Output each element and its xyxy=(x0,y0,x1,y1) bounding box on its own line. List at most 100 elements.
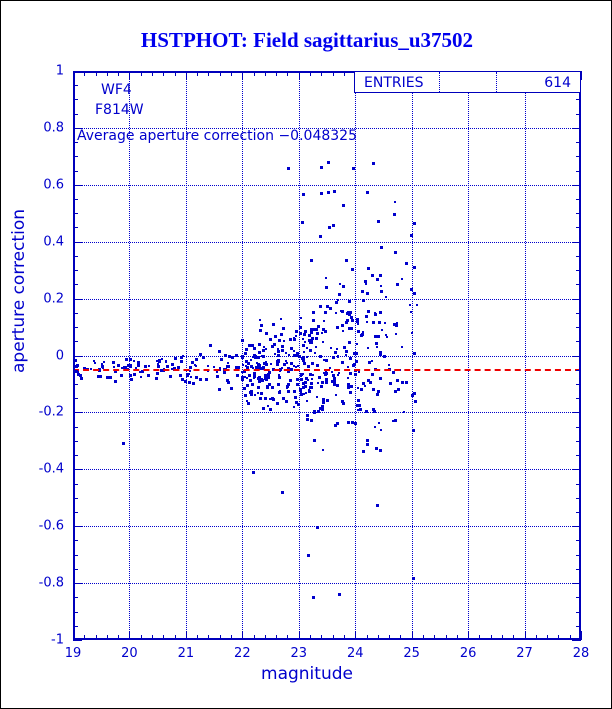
scatter-point xyxy=(415,304,418,307)
scatter-point xyxy=(246,377,249,380)
axis-tick xyxy=(576,255,581,257)
scatter-point xyxy=(322,398,326,402)
scatter-point xyxy=(312,438,316,442)
scatter-point xyxy=(256,361,259,364)
scatter-point xyxy=(315,336,319,340)
scatter-point xyxy=(113,380,117,383)
axis-tick xyxy=(310,71,312,76)
scatter-point xyxy=(165,360,168,363)
axis-tick xyxy=(140,71,142,76)
scatter-point xyxy=(394,390,398,394)
scatter-point xyxy=(134,367,137,370)
scatter-point xyxy=(411,394,415,398)
scatter-point xyxy=(301,344,305,348)
axis-tick xyxy=(576,611,581,613)
axis-tick xyxy=(73,568,78,570)
scatter-point xyxy=(302,362,306,366)
scatter-point xyxy=(129,364,132,367)
scatter-point xyxy=(341,309,345,313)
scatter-point xyxy=(292,389,296,393)
scatter-point xyxy=(263,346,266,349)
scatter-point xyxy=(400,345,403,348)
scatter-point xyxy=(346,366,349,369)
axis-tick xyxy=(576,99,581,101)
y-tick-label: 0.2 xyxy=(43,291,64,307)
axis-tick xyxy=(576,440,581,442)
axis-tick xyxy=(576,170,581,172)
scatter-point xyxy=(263,373,267,377)
entries-box-divider-2 xyxy=(496,72,497,92)
scatter-point xyxy=(93,359,96,362)
chip-label: WF4 xyxy=(101,82,132,98)
scatter-point xyxy=(317,381,320,384)
entries-box-divider-1 xyxy=(439,72,440,92)
scatter-point xyxy=(324,358,328,362)
gridline-horizontal xyxy=(73,412,581,414)
scatter-point xyxy=(387,364,390,367)
scatter-point xyxy=(346,386,350,390)
scatter-point xyxy=(301,357,304,361)
scatter-point xyxy=(285,351,288,354)
scatter-point xyxy=(376,393,380,397)
scatter-point xyxy=(93,361,96,364)
scatter-point xyxy=(179,356,183,360)
scatter-point xyxy=(413,392,417,396)
scatter-point xyxy=(295,383,299,387)
scatter-point xyxy=(319,166,323,170)
scatter-point xyxy=(307,339,311,343)
axis-tick xyxy=(576,540,581,542)
scatter-point xyxy=(355,343,358,346)
axis-tick xyxy=(73,455,78,457)
axis-tick xyxy=(73,398,78,400)
scatter-point xyxy=(305,399,308,402)
scatter-point xyxy=(169,374,173,378)
axis-tick xyxy=(422,635,424,640)
scatter-point xyxy=(312,327,316,331)
scatter-point xyxy=(336,347,339,350)
scatter-point xyxy=(257,355,261,359)
scatter-point xyxy=(146,373,150,377)
scatter-point xyxy=(141,370,145,374)
scatter-point xyxy=(293,395,297,399)
axis-tick xyxy=(569,635,571,640)
scatter-point xyxy=(147,365,150,368)
scatter-point xyxy=(114,369,118,373)
scatter-point xyxy=(185,373,189,377)
scatter-point xyxy=(326,399,330,403)
axis-tick xyxy=(576,270,581,272)
scatter-point xyxy=(337,374,340,377)
scatter-point xyxy=(301,337,304,340)
scatter-point xyxy=(331,370,334,373)
scatter-point xyxy=(382,354,386,358)
scatter-point xyxy=(156,372,160,376)
scatter-point xyxy=(277,350,280,354)
scatter-point xyxy=(343,346,347,350)
scatter-point xyxy=(409,287,413,291)
scatter-point xyxy=(286,362,288,365)
scatter-point xyxy=(305,355,308,358)
axis-tick xyxy=(576,398,581,400)
axis-tick xyxy=(576,113,581,115)
scatter-point xyxy=(294,335,297,338)
scatter-point xyxy=(277,354,280,358)
axis-tick xyxy=(576,312,581,314)
scatter-point xyxy=(286,385,290,388)
scatter-point xyxy=(310,342,313,345)
scatter-point xyxy=(378,273,382,277)
scatter-point xyxy=(287,390,291,394)
scatter-point xyxy=(158,359,162,363)
axis-tick xyxy=(468,631,470,640)
scatter-point xyxy=(357,408,360,411)
scatter-point xyxy=(338,293,342,297)
scatter-point xyxy=(319,305,323,309)
scatter-point xyxy=(262,361,266,365)
axis-tick xyxy=(576,142,581,144)
scatter-point xyxy=(157,365,160,368)
scatter-point xyxy=(287,366,291,370)
axis-tick xyxy=(332,71,334,76)
scatter-point xyxy=(379,353,383,357)
axis-tick xyxy=(208,71,210,76)
scatter-point xyxy=(268,382,272,386)
scatter-point xyxy=(229,387,233,391)
